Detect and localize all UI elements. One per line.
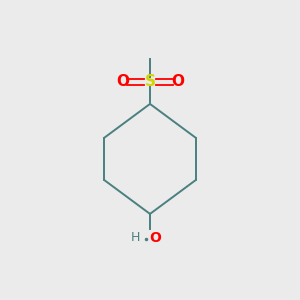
Text: O: O	[171, 74, 184, 89]
Text: O: O	[116, 74, 129, 89]
Text: S: S	[145, 74, 155, 89]
Text: H: H	[131, 231, 140, 244]
Text: O: O	[149, 231, 161, 245]
